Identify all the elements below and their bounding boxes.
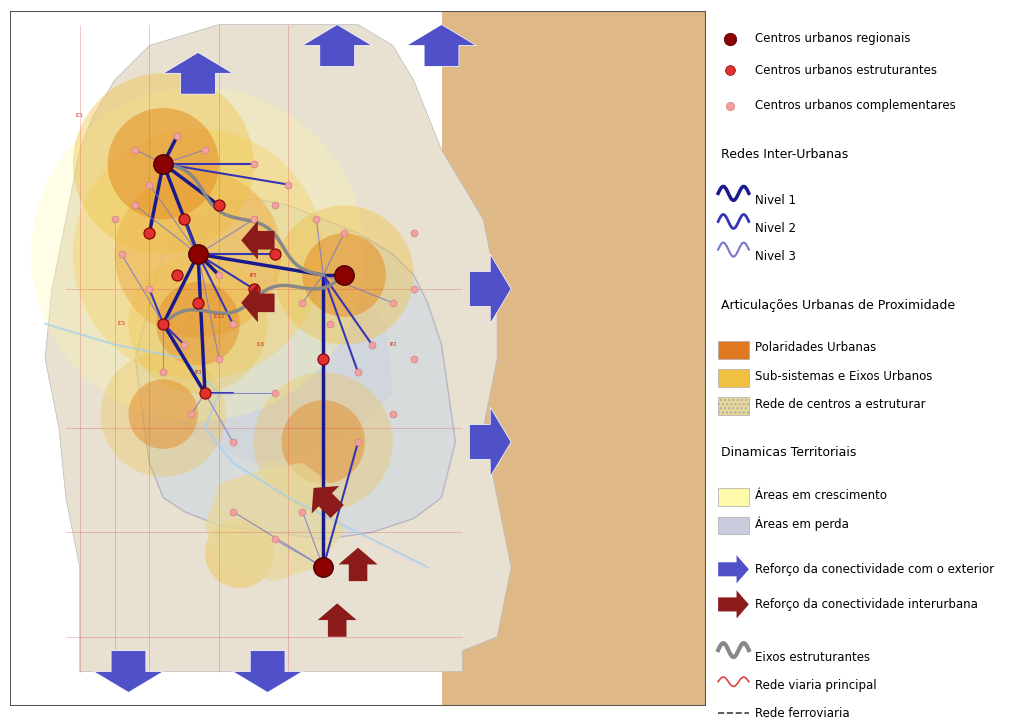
Text: IC5: IC5	[118, 321, 126, 326]
Circle shape	[31, 87, 365, 421]
Text: IP2: IP2	[389, 342, 397, 347]
Polygon shape	[470, 407, 512, 477]
Polygon shape	[241, 283, 274, 323]
Polygon shape	[339, 548, 377, 581]
FancyBboxPatch shape	[718, 341, 749, 358]
Circle shape	[73, 73, 254, 254]
Text: Nivel 2: Nivel 2	[755, 222, 796, 235]
Text: Nivel 3: Nivel 3	[755, 250, 796, 263]
Text: IP5: IP5	[250, 272, 258, 277]
Circle shape	[129, 254, 268, 394]
Polygon shape	[241, 221, 274, 260]
Text: Redes Inter-Urbanas: Redes Inter-Urbanas	[721, 148, 848, 161]
Circle shape	[254, 372, 393, 511]
Text: Dinamicas Territoriais: Dinamicas Territoriais	[721, 447, 856, 460]
Text: IP3: IP3	[194, 370, 202, 375]
Circle shape	[157, 282, 239, 366]
Circle shape	[100, 351, 226, 477]
FancyBboxPatch shape	[718, 488, 749, 506]
Text: Sub-sistemas e Eixos Urbanos: Sub-sistemas e Eixos Urbanos	[755, 369, 932, 383]
Polygon shape	[45, 24, 512, 672]
Polygon shape	[135, 199, 455, 539]
Text: Polaridades Urbanas: Polaridades Urbanas	[755, 341, 877, 354]
Text: Rede viaria principal: Rede viaria principal	[755, 679, 877, 692]
Text: Eixos estruturantes: Eixos estruturantes	[755, 650, 871, 664]
Polygon shape	[205, 463, 344, 581]
Text: Centros urbanos regionais: Centros urbanos regionais	[755, 32, 910, 45]
Circle shape	[303, 233, 386, 317]
Text: Nivel 1: Nivel 1	[755, 194, 796, 207]
Polygon shape	[233, 650, 303, 693]
FancyBboxPatch shape	[442, 11, 706, 706]
FancyBboxPatch shape	[718, 369, 749, 386]
Circle shape	[281, 400, 365, 484]
Polygon shape	[318, 604, 357, 637]
Polygon shape	[303, 24, 372, 67]
Polygon shape	[718, 555, 749, 584]
Polygon shape	[407, 24, 477, 67]
Text: Reforço da conectividade interurbana: Reforço da conectividade interurbana	[755, 598, 978, 611]
Circle shape	[73, 129, 323, 379]
Text: IC12: IC12	[214, 314, 224, 319]
FancyBboxPatch shape	[718, 397, 749, 414]
Polygon shape	[164, 52, 233, 94]
Circle shape	[274, 206, 413, 345]
Text: Rede ferroviaria: Rede ferroviaria	[755, 707, 849, 717]
Circle shape	[115, 171, 281, 338]
Polygon shape	[470, 254, 512, 323]
Circle shape	[107, 108, 219, 219]
Text: IC6: IC6	[257, 342, 265, 347]
Text: Centros urbanos estruturantes: Centros urbanos estruturantes	[755, 64, 937, 77]
Text: Articulações Urbanas de Proximidade: Articulações Urbanas de Proximidade	[721, 299, 955, 312]
Polygon shape	[164, 275, 393, 463]
Circle shape	[205, 518, 274, 588]
Text: Áreas em perda: Áreas em perda	[755, 516, 849, 531]
FancyBboxPatch shape	[718, 517, 749, 534]
Polygon shape	[94, 650, 164, 693]
Text: Áreas em crescimento: Áreas em crescimento	[755, 489, 887, 502]
Text: Rede de centros a estruturar: Rede de centros a estruturar	[755, 398, 926, 411]
Text: Centros urbanos complementares: Centros urbanos complementares	[755, 99, 955, 112]
Text: IC1: IC1	[76, 113, 84, 118]
Polygon shape	[312, 486, 344, 518]
Circle shape	[129, 379, 198, 449]
Polygon shape	[718, 590, 749, 619]
Text: Reforço da conectividade com o exterior: Reforço da conectividade com o exterior	[755, 563, 994, 576]
